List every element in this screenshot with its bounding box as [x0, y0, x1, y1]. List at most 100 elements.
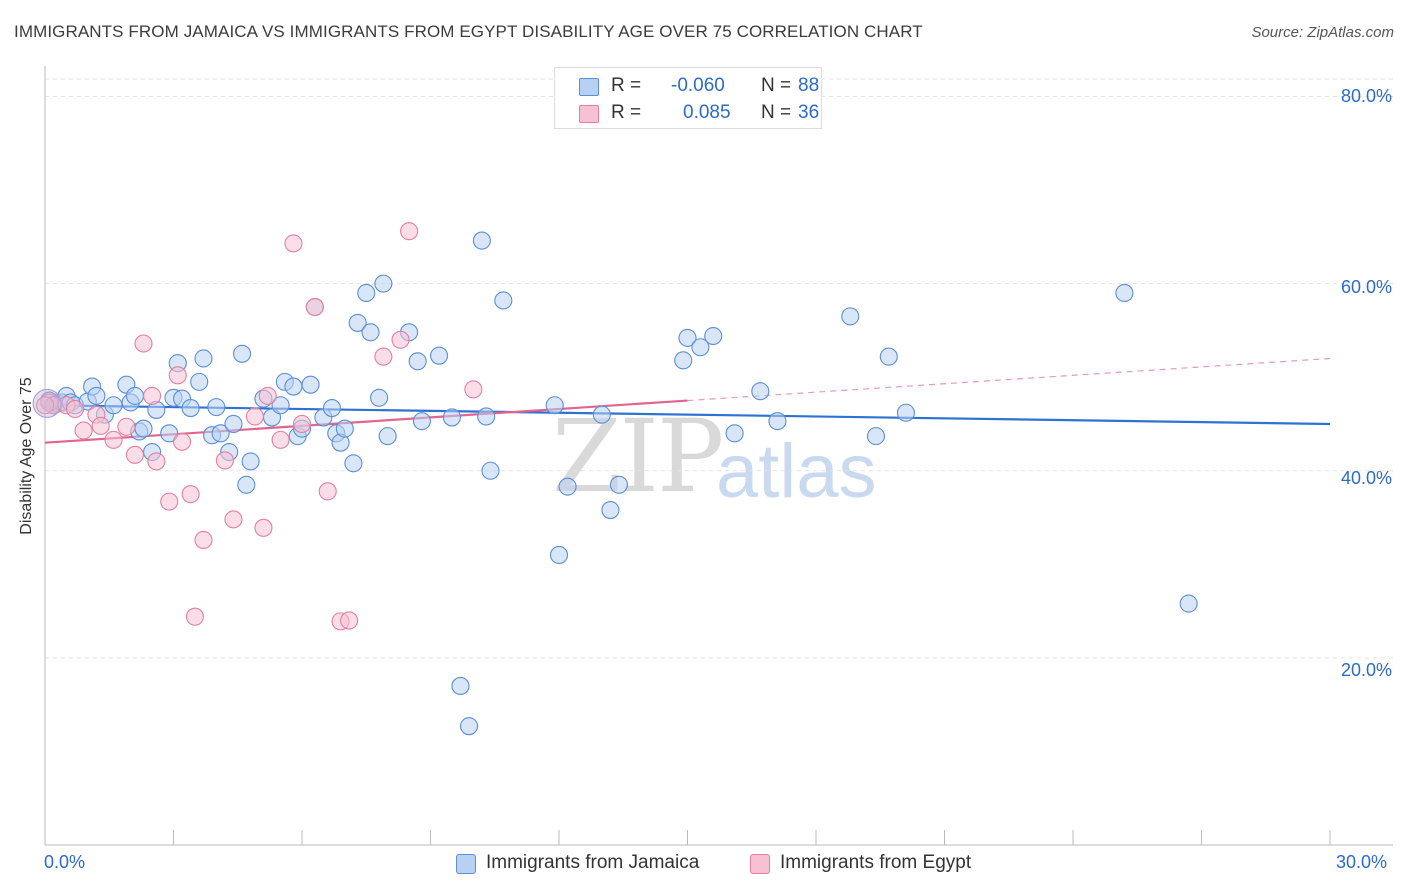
source-label: Source: ZipAtlas.com — [1251, 24, 1394, 41]
overlap-cluster-point — [32, 388, 62, 418]
jamaica-point — [160, 424, 179, 443]
egypt-point — [65, 399, 85, 419]
egypt-point — [147, 452, 166, 471]
jamaica-point — [241, 452, 260, 471]
egypt-legend-label: Immigrants from Egypt — [780, 852, 972, 873]
jamaica-r-value: -0.060 — [671, 75, 725, 96]
egypt-point — [91, 416, 110, 435]
n-label: N = — [761, 102, 792, 123]
r-label: R = — [611, 75, 642, 96]
egypt-point — [194, 530, 213, 550]
jamaica-point — [378, 427, 397, 446]
egypt-swatch — [579, 105, 599, 123]
jamaica-point — [430, 346, 449, 365]
jamaica-n-value: 88 — [798, 75, 820, 96]
x-tick-label-min: 0.0% — [44, 852, 86, 872]
axes — [44, 66, 1393, 846]
watermark-atlas: atlas — [716, 429, 877, 514]
chart-title: IMMIGRANTS FROM JAMAICA VS IMMIGRANTS FR… — [14, 22, 923, 41]
egypt-point — [305, 297, 324, 317]
jamaica-legend-label: Immigrants from Jamaica — [486, 852, 700, 873]
correlation-legend: R = -0.060 N = 88 R = 0.085 N = 36 — [554, 67, 822, 129]
jamaica-point — [190, 372, 209, 391]
n-label: N = — [761, 75, 792, 96]
y-tick-label-20: 20.0% — [1340, 660, 1392, 680]
jamaica-point — [232, 344, 252, 363]
jamaica-point — [494, 291, 513, 310]
jamaica-point — [896, 403, 916, 422]
jamaica-point — [459, 717, 479, 736]
y-tick-label-40: 40.0% — [1340, 468, 1392, 488]
egypt-point — [134, 334, 153, 353]
jamaica-legend-swatch — [456, 854, 476, 874]
jamaica-point — [194, 349, 213, 368]
jamaica-point — [370, 388, 389, 407]
egypt-point — [168, 366, 187, 385]
egypt-point — [185, 607, 204, 626]
watermark-zip: ZIP — [552, 398, 724, 515]
egypt-legend-swatch — [750, 854, 770, 874]
jamaica-point — [348, 313, 367, 332]
egypt-point — [318, 482, 337, 501]
jamaica-point — [558, 477, 577, 496]
jamaica-point — [211, 424, 230, 443]
jamaica-point — [601, 500, 620, 520]
jamaica-point — [768, 412, 787, 431]
egypt-trend-line-solid — [44, 399, 688, 444]
egypt-point — [284, 234, 303, 253]
egypt-point — [125, 445, 144, 464]
x-tick-label-max: 30.0% — [1336, 852, 1388, 872]
egypt-trend-line-dashed — [687, 357, 1331, 402]
jamaica-point — [87, 386, 106, 405]
egypt-point — [271, 430, 290, 449]
jamaica-point — [704, 326, 723, 346]
jamaica-point — [271, 396, 290, 415]
jamaica-point — [725, 424, 744, 443]
jamaica-point — [181, 399, 200, 418]
egypt-n-value: 36 — [798, 102, 820, 123]
jamaica-point — [357, 283, 376, 303]
egypt-point — [160, 492, 179, 511]
egypt-point — [35, 396, 55, 415]
jamaica-point — [344, 454, 363, 473]
jamaica-point — [374, 274, 393, 293]
jamaica-point — [678, 328, 697, 347]
y-tick-label-80: 80.0% — [1340, 86, 1392, 106]
grid-lines — [45, 78, 1393, 659]
egypt-point — [292, 414, 312, 434]
r-label: R = — [611, 102, 642, 123]
jamaica-point — [301, 375, 320, 394]
jamaica-point — [609, 475, 629, 494]
egypt-point — [391, 330, 410, 349]
egypt-point — [245, 407, 264, 426]
jamaica-point — [322, 399, 342, 418]
jamaica-point — [841, 307, 860, 326]
jamaica-point — [335, 419, 354, 438]
jamaica-point — [1115, 283, 1134, 303]
jamaica-point — [674, 351, 693, 370]
jamaica-point — [481, 461, 500, 480]
jamaica-swatch — [579, 78, 599, 96]
egypt-point — [215, 451, 234, 470]
egypt-point — [464, 380, 483, 399]
jamaica-point — [879, 347, 898, 366]
jamaica-point — [284, 377, 303, 396]
jamaica-trend-line — [44, 404, 1331, 426]
jamaica-point — [472, 231, 491, 250]
egypt-point — [173, 432, 192, 451]
jamaica-point — [361, 323, 380, 342]
egypt-point — [181, 485, 200, 504]
egypt-point — [117, 417, 136, 436]
jamaica-point — [134, 419, 153, 438]
jamaica-point — [451, 676, 470, 695]
jamaica-point — [412, 412, 431, 431]
jamaica-point — [691, 338, 710, 357]
egypt-point — [143, 386, 162, 405]
y-tick-label-60: 60.0% — [1340, 277, 1392, 297]
jamaica-point — [751, 382, 770, 401]
egypt-point — [224, 510, 243, 529]
jamaica-point — [477, 407, 496, 426]
jamaica-point — [866, 427, 886, 446]
jamaica-point — [237, 475, 256, 494]
egypt-point — [258, 386, 277, 405]
